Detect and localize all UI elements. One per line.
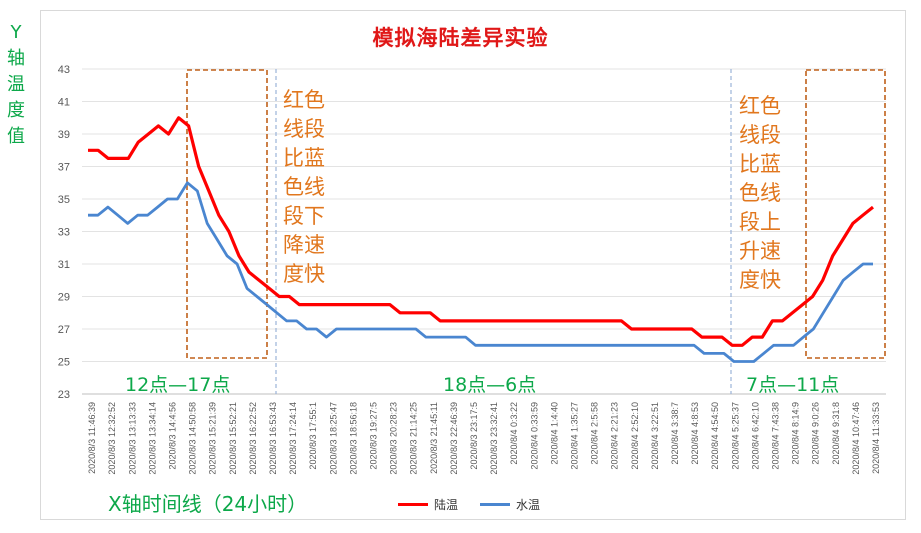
x-tick-label: 2020/8/4 1:4:40 [549, 402, 559, 465]
water-swatch-icon [480, 503, 510, 506]
water-temp-series-line [88, 181, 873, 363]
annotation-left-line: 比蓝 [283, 146, 325, 170]
x-tick-label: 2020/8/4 9:0:26 [811, 402, 821, 465]
annotation-left-line: 红色 [283, 88, 325, 112]
legend-label-land: 陆温 [434, 498, 459, 512]
y-tick-label: 25 [58, 357, 70, 369]
x-tick-label: 2020/8/4 2:52:10 [630, 402, 640, 470]
x-axis-label: X轴时间线（24小时） [108, 492, 308, 516]
annotation-right: 红色线段比蓝色线段上升速度快 [739, 92, 781, 295]
x-tick-label: 2020/8/3 14:50:58 [188, 402, 198, 475]
period-label-morning: 7点—11点 [746, 374, 840, 396]
x-tick-label: 2020/8/3 15:21:39 [208, 402, 218, 475]
annotation-right-line: 段上 [739, 210, 781, 234]
x-tick-label: 2020/8/4 0:33:59 [529, 402, 539, 470]
y-axis-label-line: 温 [7, 74, 25, 95]
x-tick-label: 2020/8/4 0:3:22 [509, 402, 519, 465]
highlight-box-right [805, 69, 886, 359]
x-tick-label: 2020/8/4 4:8:53 [690, 402, 700, 465]
y-tick-label: 37 [58, 162, 70, 174]
annotation-left-line: 段下 [283, 204, 325, 228]
x-tick-label: 2020/8/3 22:46:39 [449, 402, 459, 475]
x-tick-label: 2020/8/4 2:21:23 [610, 402, 620, 470]
y-tick-label: 43 [58, 64, 70, 76]
x-tick-label: 2020/8/4 7:43:38 [770, 402, 780, 470]
annotation-right-line: 比蓝 [739, 152, 781, 176]
x-tick-label: 2020/8/4 3:38:7 [670, 402, 680, 465]
y-axis-label-line: 值 [7, 126, 25, 147]
land-swatch-icon [398, 503, 428, 506]
x-tick-label: 2020/8/3 21:14:25 [409, 402, 419, 475]
x-tick-label: 2020/8/3 17:55:1 [308, 402, 318, 470]
annotation-right-line: 升速 [739, 239, 781, 263]
x-tick-label: 2020/8/4 4:54:50 [710, 402, 720, 470]
annotation-left-line: 线段 [283, 117, 325, 141]
x-tick-label: 2020/8/3 15:52:21 [228, 402, 238, 475]
y-tick-label: 35 [58, 194, 70, 206]
y-tick-label: 41 [58, 97, 70, 109]
legend-item-water: 水温 [480, 496, 540, 513]
y-axis-label-line: Y [10, 22, 22, 43]
x-tick-label: 2020/8/3 16:53:43 [268, 402, 278, 475]
highlight-box-left [186, 69, 268, 359]
x-tick-label: 2020/8/3 23:32:41 [489, 402, 499, 475]
x-tick-label: 2020/8/3 21:45:11 [429, 402, 439, 474]
x-tick-label: 2020/8/3 13:34:14 [147, 402, 157, 475]
x-tick-label: 2020/8/3 12:32:52 [107, 402, 117, 475]
annotation-left: 红色线段比蓝色线段下降速度快 [283, 86, 325, 289]
x-tick-label: 2020/8/3 19:27:5 [368, 402, 378, 470]
x-tick-label: 2020/8/4 3:22:51 [650, 402, 660, 470]
x-tick-label: 2020/8/4 11:33:53 [871, 402, 881, 474]
annotation-right-line: 红色 [739, 94, 781, 118]
x-tick-label: 2020/8/3 17:24:14 [288, 402, 298, 475]
y-axis-label-line: 轴 [7, 48, 25, 69]
legend-label-water: 水温 [516, 498, 541, 512]
annotation-right-line: 线段 [739, 123, 781, 147]
chart-frame [40, 10, 906, 520]
x-tick-label: 2020/8/4 1:35:27 [569, 402, 579, 470]
annotation-right-line: 色线 [739, 181, 781, 205]
chart-title: 模拟海陆差异实验 [372, 26, 549, 50]
x-tick-label: 2020/8/4 8:14:9 [791, 402, 801, 465]
x-tick-label: 2020/8/3 13:13:33 [127, 402, 137, 475]
y-tick-label: 23 [58, 389, 70, 401]
y-tick-label: 31 [58, 259, 70, 271]
y-tick-label: 29 [58, 292, 70, 304]
period-label-afternoon: 12点—17点 [125, 374, 231, 396]
y-axis-label-line: 度 [7, 100, 25, 121]
annotation-left-line: 降速 [283, 233, 325, 257]
x-tick-label: 2020/8/3 14:4:56 [167, 402, 177, 470]
x-tick-label: 2020/8/4 5:25:37 [730, 402, 740, 470]
x-tick-label: 2020/8/4 9:31:8 [831, 402, 841, 465]
annotation-right-line: 度快 [739, 268, 781, 292]
annotation-left-line: 度快 [283, 262, 325, 286]
annotation-left-line: 色线 [283, 175, 325, 199]
y-tick-label: 39 [58, 129, 70, 141]
x-tick-label: 2020/8/3 23:17:5 [469, 402, 479, 470]
y-tick-label: 33 [58, 227, 70, 239]
y-tick-label: 27 [58, 324, 70, 336]
x-tick-label: 2020/8/4 10:47:46 [851, 402, 861, 475]
x-tick-label: 2020/8/3 18:56:18 [348, 402, 358, 475]
x-tick-label: 2020/8/3 11:46:39 [87, 402, 97, 474]
x-tick-label: 2020/8/4 6:42:10 [750, 402, 760, 470]
land-temp-series-line [88, 116, 875, 347]
x-tick-label: 2020/8/3 20:28:23 [389, 402, 399, 475]
x-tick-label: 2020/8/3 18:25:47 [328, 402, 338, 475]
x-tick-label: 2020/8/4 2:5:58 [590, 402, 600, 465]
x-tick-label: 2020/8/3 16:22:52 [248, 402, 258, 475]
legend-item-land: 陆温 [398, 496, 458, 513]
period-label-night: 18点—6点 [443, 374, 537, 396]
